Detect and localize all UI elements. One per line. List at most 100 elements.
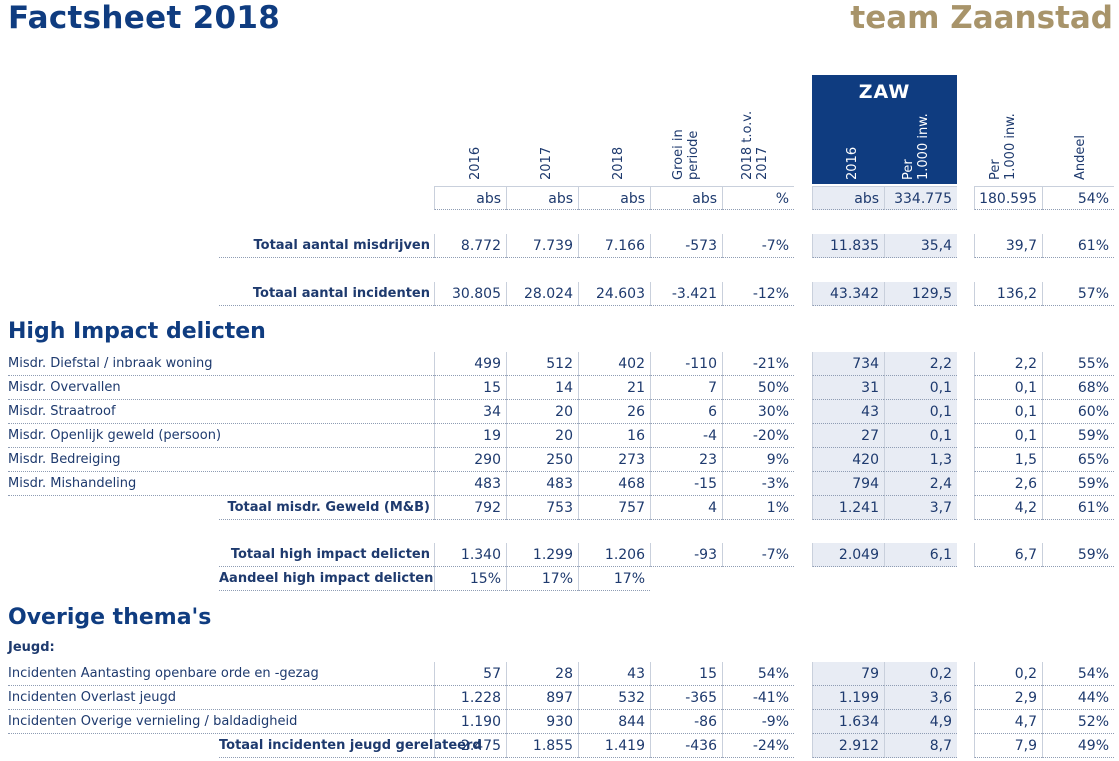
column-header-3: Groei in periode [671,129,701,180]
table-cell: -3% [722,472,794,496]
table-cell: 483 [506,472,578,496]
unit-cell: % [722,186,794,210]
column-header-8: Andeel [1073,135,1088,180]
table-cell: 2.912 [812,734,884,758]
column-header-4: 2018 t.o.v. 2017 [740,111,770,180]
table-cell: 1.206 [578,543,650,567]
table-cell: 54% [722,662,794,686]
table-cell: 757 [578,496,650,520]
table-cell: 0,1 [884,400,957,424]
column-header-1: 2017 [539,147,554,180]
column-header-line: 2017 [755,146,770,180]
table-cell: 43 [812,400,884,424]
table-cell: 68% [1042,376,1114,400]
table-cell: 15 [650,662,722,686]
unit-cell: 334.775 [884,186,957,210]
table-cell: 20 [506,400,578,424]
table-cell: 0,2 [884,662,957,686]
table-cell: 34 [434,400,506,424]
table-cell: 8.772 [434,234,506,258]
column-header-line: 1.000 inw. [916,113,931,180]
unit-cell: abs [650,186,722,210]
table-cell: 7.739 [506,234,578,258]
table-cell: 49% [1042,734,1114,758]
table-cell: 1.190 [434,710,506,734]
table-cell: -573 [650,234,722,258]
table-cell: 59% [1042,424,1114,448]
table-cell: 28.024 [506,282,578,306]
table-cell: 734 [812,352,884,376]
table-cell: 17% [506,567,578,591]
table-cell: 1,5 [974,448,1042,472]
column-header-line: Groei in [671,129,686,180]
table-cell: 0,1 [974,376,1042,400]
table-cell: -436 [650,734,722,758]
table-cell: 1.340 [434,543,506,567]
row-label: Totaal high impact delicten [219,543,434,567]
table-cell: 2,6 [974,472,1042,496]
table-cell: 60% [1042,400,1114,424]
table-cell: 15 [434,376,506,400]
table-cell: 1.241 [812,496,884,520]
column-header-line: Andeel [1073,135,1088,180]
table-cell: 8,7 [884,734,957,758]
unit-cell: 54% [1042,186,1114,210]
table-cell: 1,3 [884,448,957,472]
table-cell: 4,9 [884,710,957,734]
table-cell: 4,2 [974,496,1042,520]
table-cell: 1.228 [434,686,506,710]
section-overige: Overige thema's [8,605,212,630]
column-header-0: 2016 [468,147,483,180]
table-cell: 420 [812,448,884,472]
table-cell: 792 [434,496,506,520]
table-cell: 1.419 [578,734,650,758]
table-cell: 50% [722,376,794,400]
table-cell: 7,9 [974,734,1042,758]
table-cell: 52% [1042,710,1114,734]
table-cell: 753 [506,496,578,520]
table-cell: 483 [434,472,506,496]
table-cell: 17% [578,567,650,591]
table-cell: -41% [722,686,794,710]
table-cell: 844 [578,710,650,734]
table-cell: -110 [650,352,722,376]
table-cell: 21 [578,376,650,400]
table-cell: 3,6 [884,686,957,710]
table-cell: 61% [1042,234,1114,258]
row-label: Misdr. Mishandeling [8,472,434,496]
column-header-line: 1.000 inw. [1003,113,1018,180]
table-cell: 1% [722,496,794,520]
table-cell: 0,1 [884,424,957,448]
table-cell: 402 [578,352,650,376]
column-header-line: Per [901,159,916,180]
column-header-line: Per [988,159,1003,180]
table-cell: 794 [812,472,884,496]
column-header-line: 2016 [845,146,860,180]
subsection-jeugd: Jeugd: [8,640,55,655]
table-cell: -86 [650,710,722,734]
table-cell: 24.603 [578,282,650,306]
table-cell: 39,7 [974,234,1042,258]
column-header-5: 2016 [845,147,860,180]
row-label: Totaal aantal misdrijven [219,234,434,258]
table-cell: -7% [722,234,794,258]
table-cell: -7% [722,543,794,567]
table-cell: 44% [1042,686,1114,710]
table-cell: 57% [1042,282,1114,306]
table-cell: 0,2 [974,662,1042,686]
row-label: Misdr. Straatroof [8,400,434,424]
table-cell: 9% [722,448,794,472]
table-cell: 11.835 [812,234,884,258]
zaw-label: ZAW [858,81,911,103]
column-header-line: 2017 [539,146,554,180]
table-cell: 2.475 [434,734,506,758]
table-cell: 35,4 [884,234,957,258]
table-cell: 19 [434,424,506,448]
table-cell: -9% [722,710,794,734]
column-header-2: 2018 [611,147,626,180]
column-header-line: 2016 [468,146,483,180]
table-cell: 79 [812,662,884,686]
table-cell: 26 [578,400,650,424]
table-cell: 55% [1042,352,1114,376]
unit-cell: 180.595 [974,186,1042,210]
